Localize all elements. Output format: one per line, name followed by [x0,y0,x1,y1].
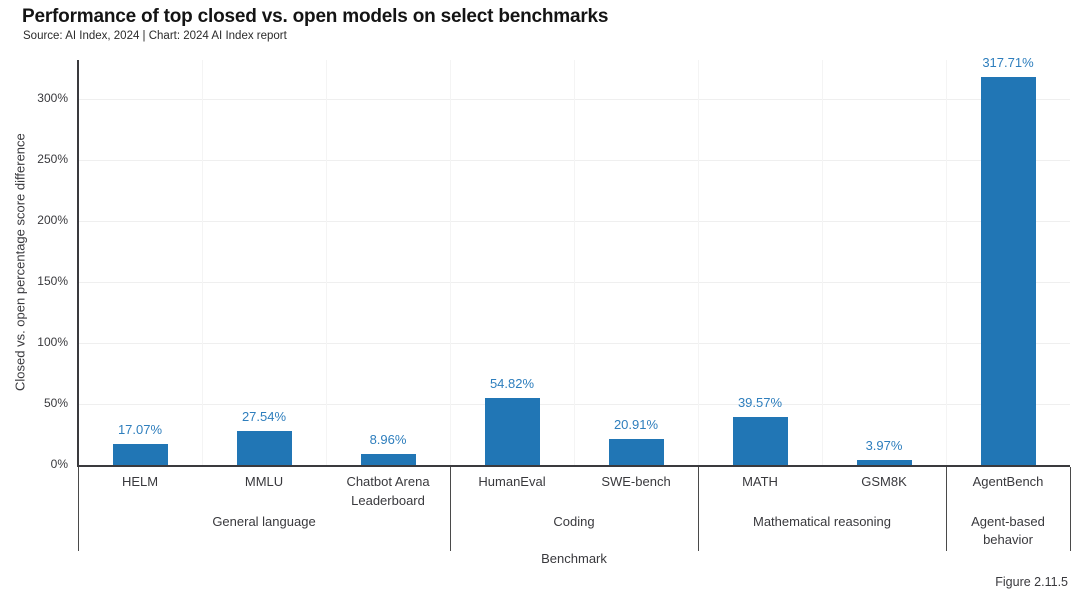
v-gridline [946,60,947,465]
v-gridline [450,60,451,465]
v-gridline [698,60,699,465]
bar [732,416,788,465]
group-label: Mathematical reasoning [752,514,892,529]
v-gridline [202,60,203,465]
group-label: Agent-based behavior [971,514,1045,548]
bar-value-label: 8.96% [369,432,407,448]
y-tick-label: 100% [37,335,68,349]
bar [112,444,168,465]
v-gridline [574,60,575,465]
chart-title: Performance of top closed vs. open model… [22,6,609,27]
bar [608,439,664,465]
x-tick-label: GSM8K [861,474,907,489]
group-separator [697,467,699,551]
bar-value-label: 39.57% [737,394,783,410]
bar-value-label: 17.07% [117,422,163,438]
x-tick-label: HumanEval [478,474,546,489]
bar-value-label: 20.91% [613,417,659,433]
y-tick-label: 200% [37,213,68,227]
y-tick-label: 150% [37,274,68,288]
v-gridline [326,60,327,465]
bar [856,460,912,465]
bar [360,454,416,465]
y-tick-label: 300% [37,91,68,105]
bar-value-label: 27.54% [241,409,287,425]
y-tick-label: 0% [50,457,68,471]
y-tick-label: 250% [37,152,68,166]
bar [484,398,540,465]
x-axis-title: Benchmark [541,551,607,566]
y-tick-label: 50% [43,396,68,410]
x-tick-label: AgentBench [972,474,1044,489]
group-separator [77,467,79,551]
chart-subtitle: Source: AI Index, 2024 | Chart: 2024 AI … [23,30,287,42]
bar [236,431,292,465]
group-label: Coding [553,514,595,529]
y-axis-line [77,60,79,465]
bar [980,77,1036,465]
x-tick-label: SWE-bench [601,474,671,489]
x-tick-label: Chatbot Arena Leaderboard [346,474,430,508]
x-tick-label: MMLU [244,474,284,489]
x-tick-label: HELM [121,474,159,489]
group-separator [449,467,451,551]
bar-value-label: 54.82% [489,376,535,392]
group-label: General language [212,514,316,529]
bar-value-label: 317.71% [982,55,1034,71]
figure-number: Figure 2.11.5 [995,575,1068,589]
group-separator [945,467,947,551]
bar-value-label: 3.97% [865,438,903,454]
v-gridline [822,60,823,465]
group-separator [1069,467,1071,551]
x-axis-line [77,465,1070,467]
x-tick-label: MATH [742,474,778,489]
